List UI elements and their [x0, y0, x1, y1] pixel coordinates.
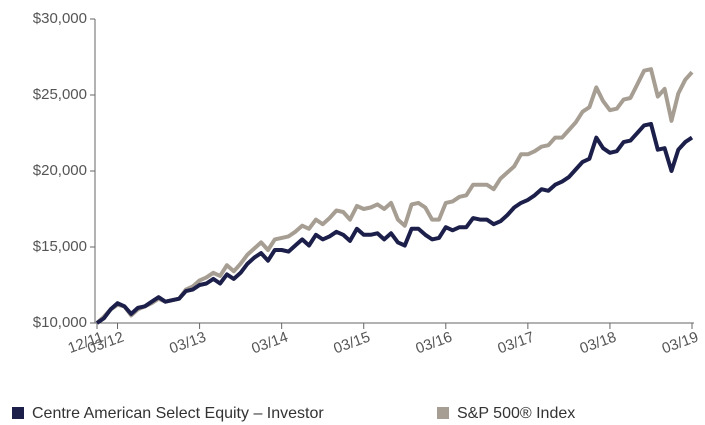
y-tick-label: $20,000	[33, 162, 87, 179]
x-tick-label: 03/14	[249, 329, 290, 358]
x-tick-label: 03/17	[495, 329, 536, 358]
series-line	[95, 67, 694, 325]
x-tick-label: 03/19	[660, 329, 701, 358]
y-tick-label: $25,000	[33, 86, 87, 103]
legend-swatch	[437, 407, 449, 419]
x-tick-label: 03/13	[167, 329, 208, 358]
series-line	[95, 121, 694, 325]
x-tick-label: 03/18	[578, 329, 619, 358]
legend: Centre American Select Equity – Investor…	[12, 405, 575, 422]
y-tick-label: $30,000	[33, 10, 87, 27]
legend-label: Centre American Select Equity – Investor	[32, 405, 324, 422]
y-tick-label: $10,000	[33, 314, 87, 331]
x-tick-label: 03/15	[331, 329, 372, 358]
legend-swatch	[12, 407, 24, 419]
legend-label: S&P 500® Index	[457, 405, 575, 422]
y-tick-label: $15,000	[33, 238, 87, 255]
x-tick-label: 03/16	[413, 329, 454, 358]
